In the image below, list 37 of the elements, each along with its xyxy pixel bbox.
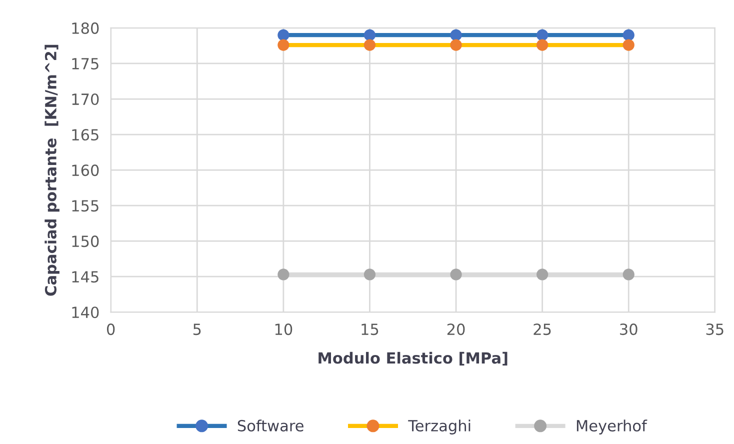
legend-label: Meyerhof xyxy=(576,420,648,434)
point xyxy=(364,268,376,280)
point xyxy=(450,268,462,280)
y-tick-label: 160 xyxy=(72,164,99,176)
point xyxy=(278,268,290,280)
x-tick-label: 25 xyxy=(534,324,551,336)
x-tick-label: 10 xyxy=(275,324,292,336)
x-tick-label: 20 xyxy=(447,324,465,336)
x-tick-label: 0 xyxy=(106,324,115,336)
point xyxy=(278,29,290,41)
point xyxy=(536,39,548,51)
x-axis-title: Modulo Elastico [MPa] xyxy=(318,352,508,366)
x-tick-label: 35 xyxy=(706,324,724,336)
x-tick-label: 15 xyxy=(362,324,378,336)
y-tick-label: 170 xyxy=(72,93,99,106)
point xyxy=(364,39,376,51)
point xyxy=(364,29,376,41)
y-axis-title: Capaciad portante [KN/m^2] xyxy=(44,44,60,296)
legend-label: Terzaghi xyxy=(408,420,470,434)
point xyxy=(450,29,462,41)
y-tick-label: 155 xyxy=(72,200,98,212)
x-tick-label: 30 xyxy=(620,324,638,336)
y-tick-label: 140 xyxy=(72,306,99,318)
y-tick-label: 150 xyxy=(72,236,99,248)
point xyxy=(536,268,548,280)
y-tick-label: 145 xyxy=(72,271,98,283)
x-tick-label: 5 xyxy=(193,324,201,336)
y-tick-label: 165 xyxy=(72,128,98,141)
point xyxy=(622,268,634,280)
point xyxy=(622,29,634,41)
point xyxy=(622,39,634,51)
point xyxy=(278,39,290,51)
point xyxy=(450,39,462,51)
legend-label: Software xyxy=(238,420,304,432)
y-tick-label: 180 xyxy=(72,22,99,34)
y-tick-label: 175 xyxy=(72,58,98,70)
point xyxy=(536,29,548,41)
